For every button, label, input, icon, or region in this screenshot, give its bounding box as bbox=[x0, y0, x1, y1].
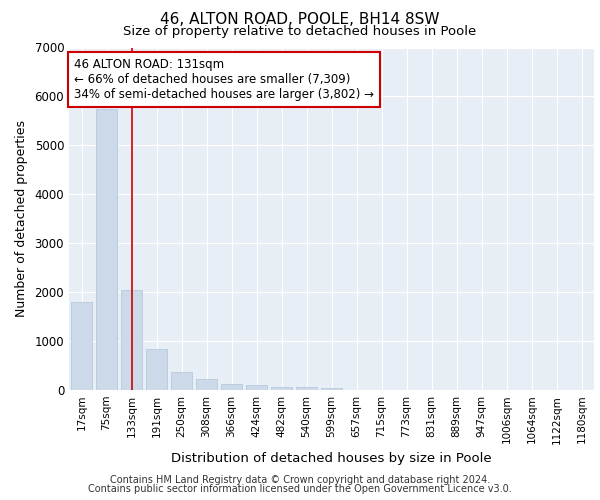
Bar bbox=[146, 350, 167, 390]
Bar bbox=[221, 384, 242, 390]
Text: Size of property relative to detached houses in Poole: Size of property relative to detached ho… bbox=[124, 25, 476, 38]
Bar bbox=[96, 108, 117, 390]
Text: Contains public sector information licensed under the Open Government Licence v3: Contains public sector information licen… bbox=[88, 484, 512, 494]
Text: 46 ALTON ROAD: 131sqm
← 66% of detached houses are smaller (7,309)
34% of semi-d: 46 ALTON ROAD: 131sqm ← 66% of detached … bbox=[74, 58, 374, 101]
Y-axis label: Number of detached properties: Number of detached properties bbox=[14, 120, 28, 318]
Bar bbox=[321, 388, 342, 390]
X-axis label: Distribution of detached houses by size in Poole: Distribution of detached houses by size … bbox=[171, 452, 492, 465]
Bar bbox=[121, 290, 142, 390]
Text: Contains HM Land Registry data © Crown copyright and database right 2024.: Contains HM Land Registry data © Crown c… bbox=[110, 475, 490, 485]
Bar bbox=[196, 378, 217, 390]
Bar bbox=[171, 372, 192, 390]
Bar bbox=[296, 388, 317, 390]
Bar bbox=[71, 302, 92, 390]
Text: 46, ALTON ROAD, POOLE, BH14 8SW: 46, ALTON ROAD, POOLE, BH14 8SW bbox=[160, 12, 440, 28]
Bar bbox=[246, 386, 267, 390]
Bar bbox=[271, 386, 292, 390]
